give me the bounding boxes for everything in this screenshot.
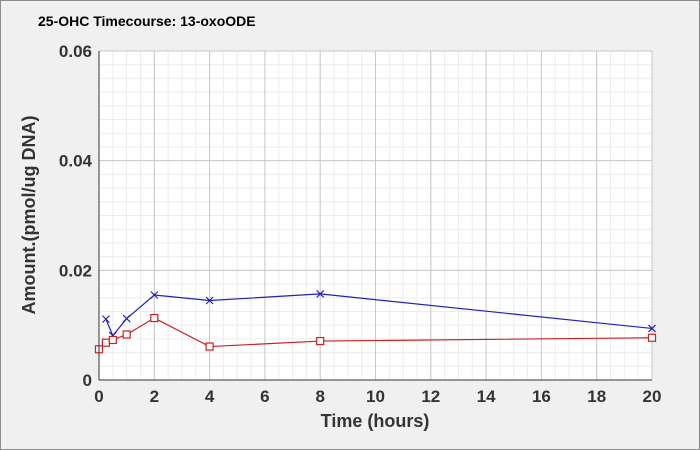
series-1 (101, 289, 656, 340)
data-point (316, 289, 325, 298)
chart-title: 25-OHC Timecourse: 13-oxoODE (38, 13, 256, 29)
data-point (647, 333, 657, 342)
data-point (150, 313, 159, 323)
x-tick-label: 8 (315, 387, 324, 406)
data-point (205, 342, 214, 351)
axes-layer (98, 51, 652, 381)
data-point (648, 324, 656, 333)
x-tick-label: 12 (421, 387, 440, 406)
data-point (205, 296, 214, 305)
y-axis-title: Amount.(pmol/ug DNA) (19, 116, 39, 315)
x-tick-label: 0 (94, 387, 103, 406)
data-point (101, 315, 110, 324)
x-tick-label: 4 (205, 387, 215, 406)
data-point (316, 336, 325, 346)
x-tick-label: 14 (477, 387, 496, 406)
x-tick-label: 6 (260, 387, 269, 406)
x-tick-label: 20 (643, 387, 662, 406)
x-tick-label: 18 (587, 387, 606, 406)
y-tick-label: 0.02 (59, 261, 92, 280)
data-point (108, 335, 117, 345)
y-tick-label: 0 (83, 371, 92, 390)
x-tick-label: 2 (150, 387, 159, 406)
x-tick-label: 10 (366, 387, 385, 406)
y-tick-label: 0.06 (59, 42, 92, 61)
x-axis-title: Time (hours) (321, 411, 430, 431)
x-tick-label: 16 (532, 387, 551, 406)
data-point (122, 330, 131, 339)
major-grid (98, 50, 653, 381)
y-tick-label: 0.04 (59, 152, 93, 171)
data-point (122, 314, 131, 323)
tick-labels: 0 2 4 6 8 10 12 14 16 18 20 0 0.02 0.04 0.06 (59, 42, 662, 406)
data-point (101, 338, 111, 347)
data-point (150, 291, 159, 299)
